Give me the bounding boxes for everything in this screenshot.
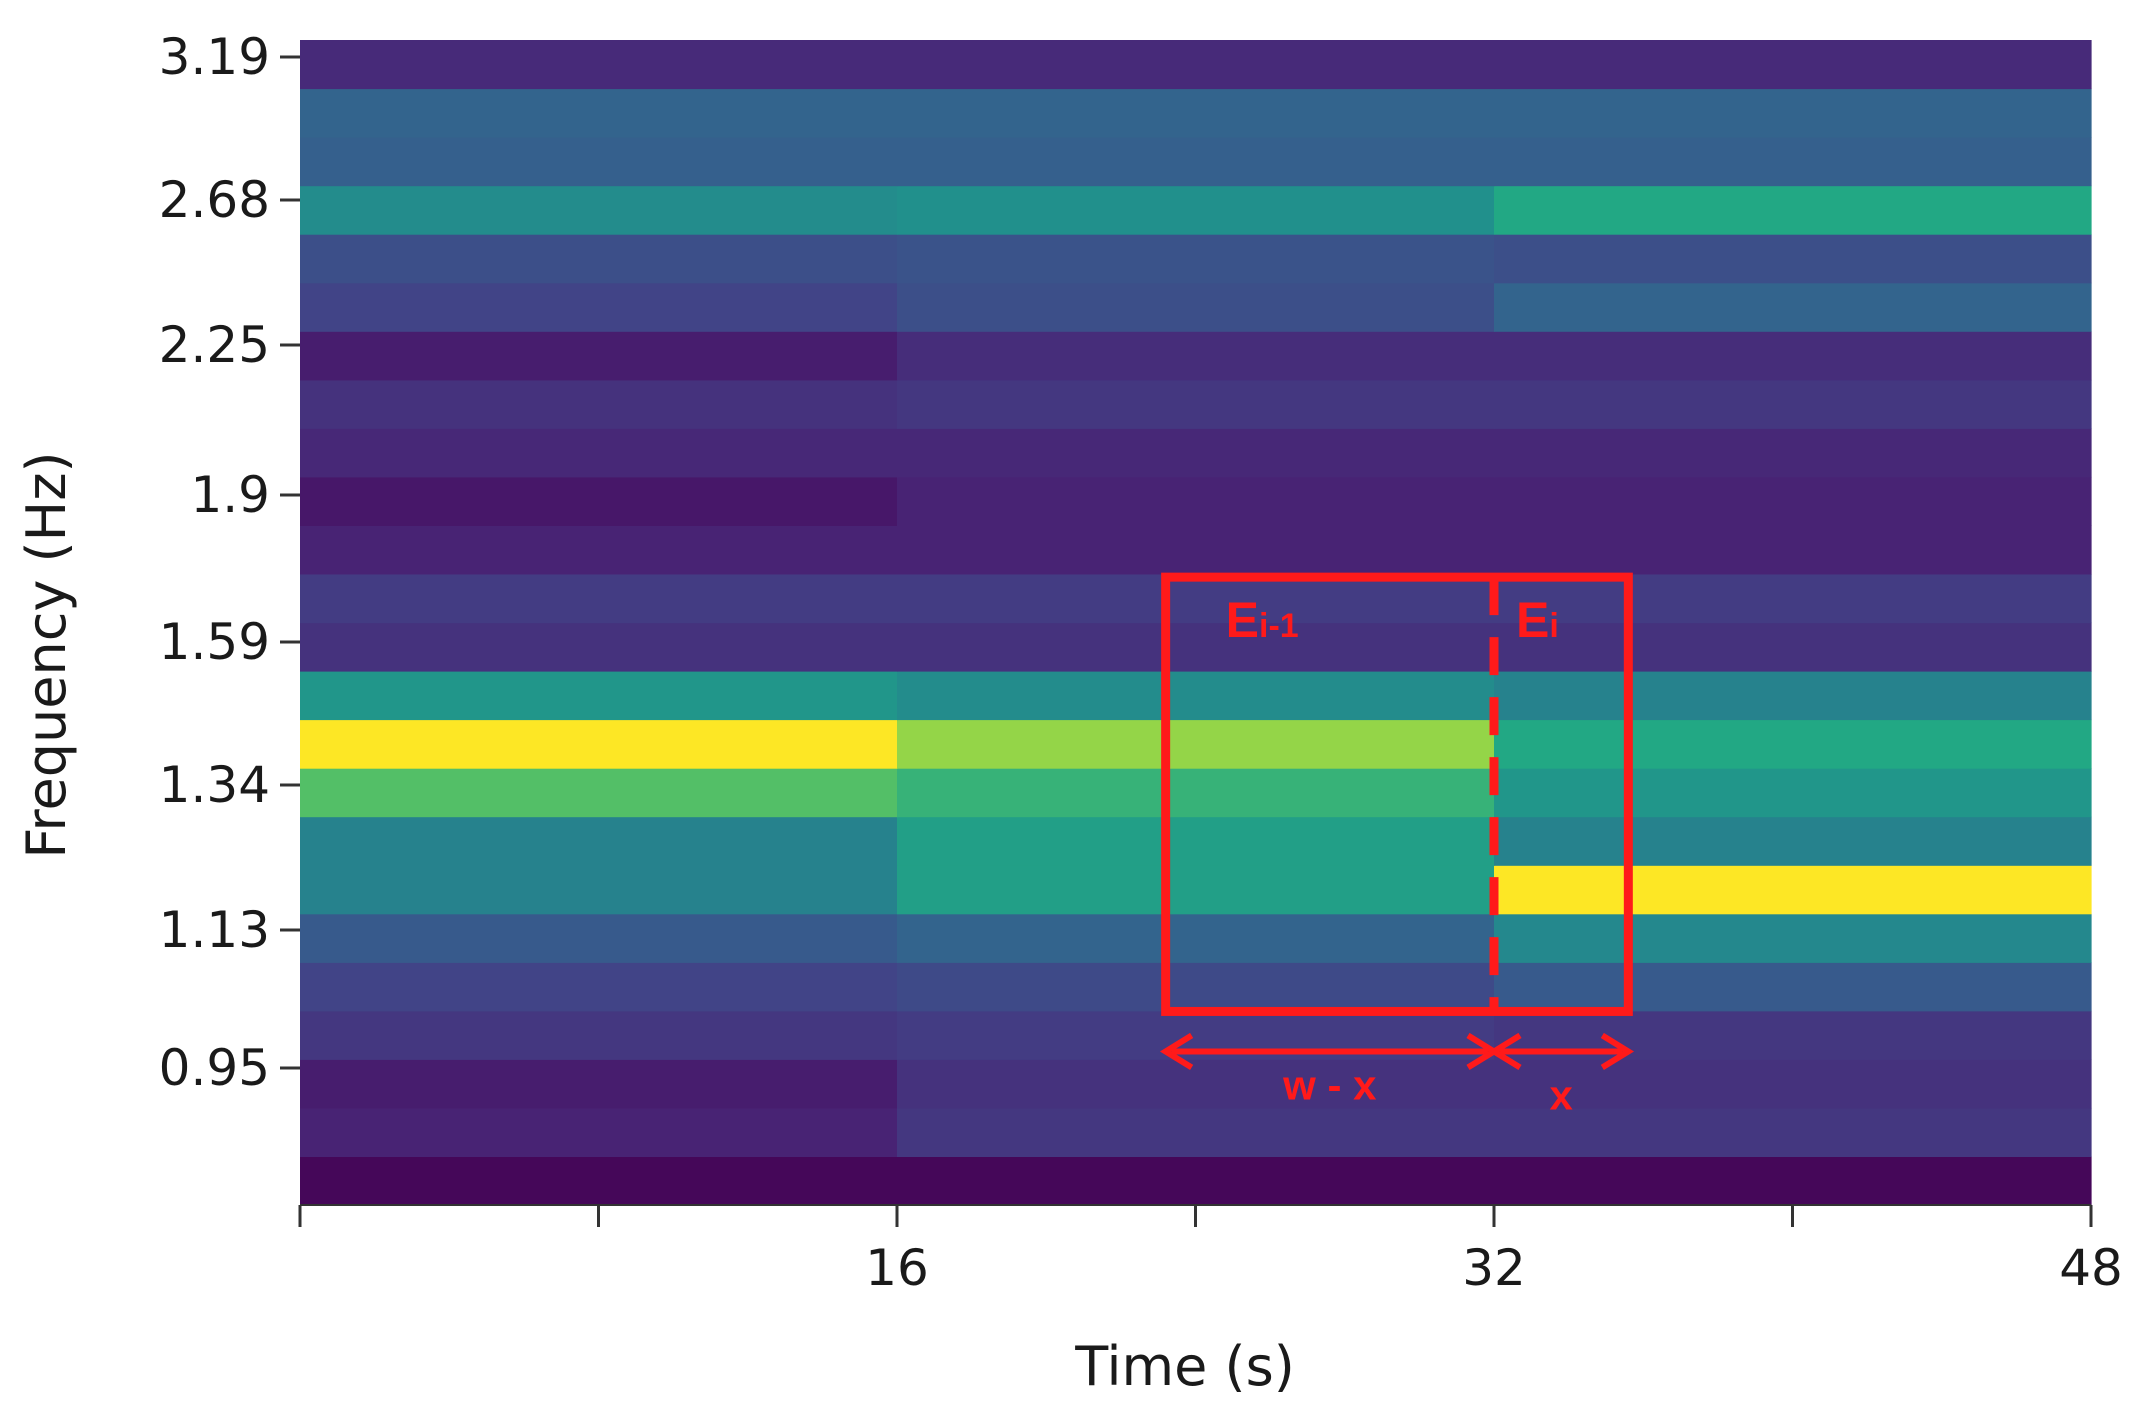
- heatmap-cell: [897, 671, 1495, 721]
- heatmap-cell: [300, 865, 898, 915]
- heatmap-cell: [300, 40, 898, 90]
- window-annotations: Ei-1 Ei w - x x: [1159, 572, 1635, 1118]
- heatmap-cell: [1494, 137, 2092, 187]
- heatmap-cell: [1494, 282, 2092, 332]
- heatmap-cell: [1494, 913, 2092, 963]
- heatmap-cell: [897, 428, 1495, 478]
- heatmap-cell: [897, 913, 1495, 963]
- heatmap-cell: [300, 622, 898, 672]
- heatmap-cell: [897, 768, 1495, 818]
- y-axis-title: Frequency (Hz): [15, 451, 78, 858]
- heatmap-cell: [1494, 962, 2092, 1012]
- heatmap-cell: [300, 1156, 898, 1206]
- heatmap-cell: [300, 671, 898, 721]
- y-tick-label: 3.19: [159, 28, 270, 86]
- heatmap-cell: [897, 622, 1495, 672]
- y-tick-label: 1.13: [159, 901, 270, 959]
- x-axis-title: Time (s): [1074, 1335, 1295, 1398]
- heatmap-cell: [897, 1059, 1495, 1109]
- heatmap-cell: [300, 1010, 898, 1060]
- heatmap-cell: [897, 331, 1495, 381]
- heatmap-cell: [1494, 1156, 2092, 1206]
- y-tick-label: 2.25: [159, 316, 270, 374]
- heatmap-cell: [300, 331, 898, 381]
- heatmap-cell: [300, 1107, 898, 1157]
- heatmap-cell: [1494, 1107, 2092, 1157]
- heatmap-cell: [1494, 816, 2092, 866]
- heatmap-cell: [1494, 40, 2092, 90]
- heatmap-cell: [897, 574, 1495, 624]
- heatmap-cell: [1494, 1059, 2092, 1109]
- heatmap-cell: [1494, 88, 2092, 138]
- heatmap-cell: [897, 719, 1495, 769]
- heatmap-cell: [300, 282, 898, 332]
- heatmap-cell: [897, 525, 1495, 575]
- heatmap-cell: [300, 962, 898, 1012]
- heatmap-cell: [300, 816, 898, 866]
- heatmap-cell: [897, 234, 1495, 284]
- window-curr-label: Ei: [1516, 592, 1559, 648]
- heatmap-cell: [897, 816, 1495, 866]
- heatmap-cell: [897, 185, 1495, 235]
- window-box: [1161, 572, 1633, 1016]
- heatmap-cell: [300, 428, 898, 478]
- window-prev-label: Ei-1: [1226, 592, 1299, 648]
- heatmap-cell: [1494, 379, 2092, 429]
- heatmap-cell: [300, 185, 898, 235]
- heatmap-cell: [300, 768, 898, 818]
- heatmap-cell: [1494, 719, 2092, 769]
- heatmap-cell: [897, 379, 1495, 429]
- heatmap-cell: [1494, 865, 2092, 915]
- heatmap-cell: [897, 1107, 1495, 1157]
- heatmap-cell: [1494, 525, 2092, 575]
- y-tick-label: 1.34: [159, 756, 270, 814]
- y-tick-label: 1.9: [190, 466, 270, 524]
- x-tick-label: 48: [2059, 1239, 2123, 1297]
- heatmap-cell: [897, 1156, 1495, 1206]
- x-tick-label: 16: [865, 1239, 929, 1297]
- heatmap-cell: [300, 88, 898, 138]
- heatmap-cell: [1494, 234, 2092, 284]
- heatmap-cell: [1494, 574, 2092, 624]
- span-right-label: x: [1549, 1071, 1573, 1118]
- heatmap-cell: [300, 913, 898, 963]
- heatmap-cell: [300, 476, 898, 526]
- span-arrow-x: [1488, 1032, 1635, 1071]
- y-tick-label: 1.59: [159, 613, 270, 671]
- heatmap-cell: [897, 137, 1495, 187]
- axes: 16 32 48 0.95 1.13 1.34 1.59 1.9 2.25 2.68 3.19: [159, 28, 2123, 1297]
- heatmap-cell: [300, 719, 898, 769]
- heatmap-cell: [897, 40, 1495, 90]
- heatmap-cell: [897, 476, 1495, 526]
- heatmap-cell: [300, 234, 898, 284]
- heatmap-cell: [300, 1059, 898, 1109]
- heatmap-cells: [300, 40, 2092, 1206]
- x-tick-label: 32: [1462, 1239, 1526, 1297]
- heatmap-cell: [1494, 671, 2092, 721]
- heatmap-cell: [300, 379, 898, 429]
- heatmap-cell: [1494, 476, 2092, 526]
- y-tick-label: 0.95: [159, 1039, 270, 1097]
- y-tick-label: 2.68: [159, 171, 270, 229]
- span-left-label: w - x: [1282, 1061, 1377, 1108]
- heatmap-cell: [897, 88, 1495, 138]
- heatmap-cell: [1494, 331, 2092, 381]
- heatmap-cell: [897, 865, 1495, 915]
- heatmap-cell: [1494, 768, 2092, 818]
- heatmap-cell: [1494, 622, 2092, 672]
- heatmap-cell: [897, 282, 1495, 332]
- heatmap-cell: [897, 962, 1495, 1012]
- heatmap-cell: [1494, 185, 2092, 235]
- heatmap-cell: [300, 137, 898, 187]
- heatmap-cell: [1494, 428, 2092, 478]
- heatmap-cell: [300, 574, 898, 624]
- heatmap-cell: [300, 525, 898, 575]
